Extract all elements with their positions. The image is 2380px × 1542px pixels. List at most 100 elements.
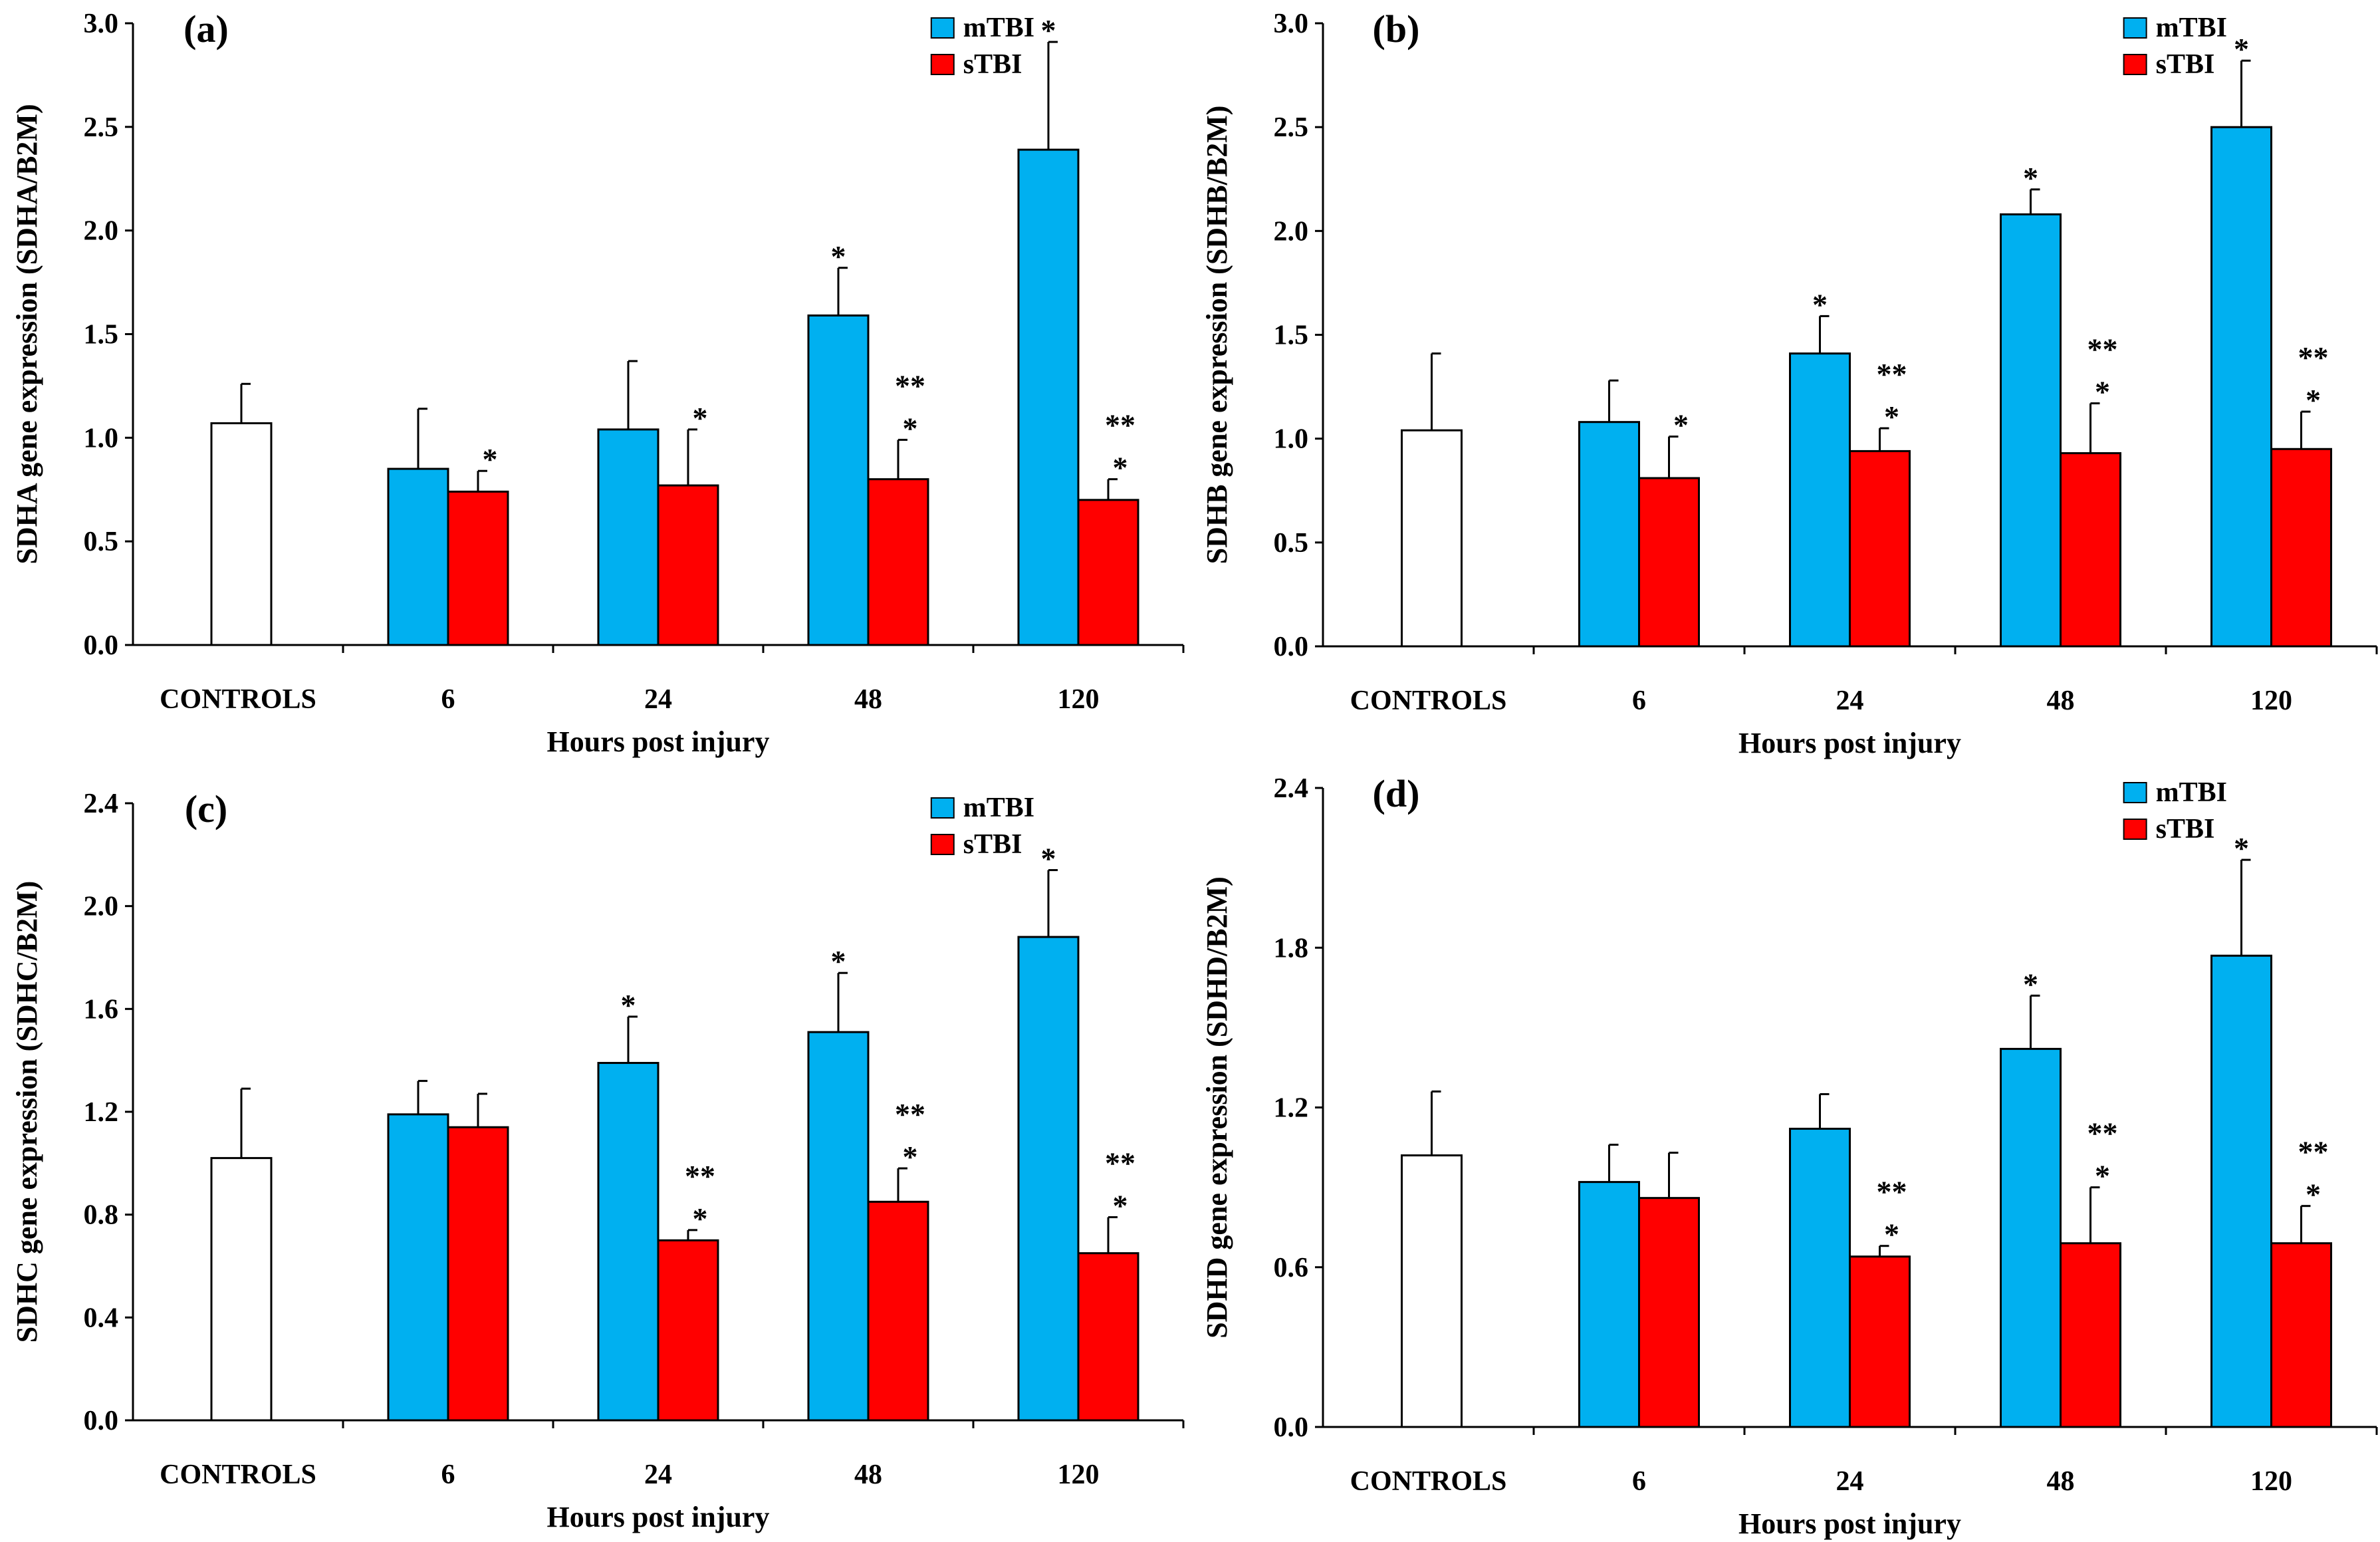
legend-swatch-stbi: [930, 834, 955, 855]
legend-label: mTBI: [963, 13, 1034, 43]
stbi-bar: [447, 490, 509, 646]
legend-swatch-mtbi: [2123, 17, 2147, 39]
significance-marker: *: [903, 411, 918, 445]
panel-label: (d): [1373, 772, 1420, 815]
mtbi-bar: [1017, 148, 1080, 646]
significance-marker: **: [1877, 357, 1907, 391]
y-tick-label: 2.0: [84, 892, 119, 922]
significance-marker: *: [1812, 287, 1828, 321]
significance-marker: **: [685, 1159, 715, 1193]
legend-swatch-stbi: [2123, 819, 2147, 840]
significance-marker: *: [1041, 13, 1056, 47]
legend-swatch-stbi: [930, 54, 955, 75]
significance-marker: *: [1884, 400, 1899, 434]
significance-marker: *: [1884, 1218, 1899, 1251]
legend-label: mTBI: [963, 793, 1034, 823]
significance-marker: *: [483, 442, 498, 476]
significance-marker: **: [1105, 1146, 1135, 1180]
significance-marker: *: [1113, 1189, 1128, 1223]
y-tick-label: 0.6: [1274, 1253, 1309, 1283]
stbi-bar: [1638, 477, 1700, 648]
y-tick-label: 0.8: [84, 1200, 119, 1231]
stbi-bar: [657, 484, 719, 646]
stbi-bar: [657, 1239, 719, 1422]
significance-marker: **: [1105, 408, 1135, 442]
mtbi-bar: [807, 1031, 870, 1422]
stbi-bar: [867, 1200, 929, 1422]
x-axis-title: Hours post injury: [1738, 1507, 1961, 1540]
legend-swatch-stbi: [2123, 54, 2147, 75]
chart-panel-4: 0.0 0.6 1.2 1.8 2.4 SDHD gene expression (SDH…: [1201, 772, 2378, 1540]
significance-marker: *: [2023, 967, 2038, 1001]
x-axis-title: Hours post injury: [547, 725, 770, 758]
significance-marker: *: [621, 988, 636, 1022]
y-tick-label: 3.0: [84, 9, 119, 39]
x-category-label: 120: [1058, 684, 1100, 715]
x-category-label: CONTROLS: [1350, 686, 1507, 716]
x-axis-title: Hours post injury: [547, 1501, 770, 1533]
stbi-bar: [1638, 1197, 1700, 1428]
stbi-bar: [2270, 448, 2332, 648]
y-tick-label: 2.5: [1274, 112, 1309, 143]
control-bar: [1401, 1154, 1463, 1428]
y-tick-label: 3.0: [1274, 9, 1309, 39]
y-axis-title: SDHB gene expression (SDHB/B2M): [1201, 106, 1233, 565]
y-axis-title: SDHA gene expression (SDHA/B2M): [11, 104, 43, 564]
significance-marker: *: [2095, 1159, 2110, 1193]
mtbi-bar: [2000, 1047, 2062, 1428]
mtbi-bar: [387, 1113, 449, 1422]
significance-marker: **: [2298, 340, 2329, 374]
mtbi-bar: [1017, 936, 1080, 1422]
significance-marker: **: [2087, 1116, 2118, 1150]
y-tick-label: 1.2: [1274, 1093, 1309, 1124]
mtbi-bar: [1578, 421, 1640, 648]
mtbi-bar: [387, 467, 449, 646]
stbi-bar: [1849, 1255, 1911, 1428]
panel-label: (c): [185, 787, 227, 831]
significance-marker: **: [895, 368, 925, 402]
x-category-label: 6: [1632, 1466, 1646, 1497]
x-category-label: 120: [2250, 1466, 2292, 1497]
chart-panel-1: 0.0 0.5 1.0 1.5 2.0 2.5 3.0 SDHA gene expressio…: [11, 7, 1185, 758]
significance-marker: **: [2087, 332, 2118, 366]
y-tick-label: 1.8: [1274, 933, 1309, 964]
legend-label: sTBI: [2156, 814, 2215, 844]
x-category-label: 48: [854, 1460, 882, 1490]
y-tick-label: 2.0: [84, 216, 119, 247]
control-bar: [210, 1157, 273, 1422]
y-tick-label: 0.0: [84, 630, 119, 661]
y-tick-label: 2.5: [84, 112, 119, 143]
y-tick-label: 1.5: [1274, 321, 1309, 351]
y-tick-label: 0.4: [84, 1303, 119, 1333]
stbi-bar: [447, 1126, 509, 1422]
control-bar: [1401, 429, 1463, 648]
significance-marker: *: [1673, 408, 1689, 442]
significance-marker: *: [2023, 161, 2038, 195]
panel-label: (a): [183, 7, 229, 51]
stbi-bar: [2270, 1242, 2332, 1428]
control-bar: [210, 422, 273, 646]
mtbi-bar: [2000, 213, 2062, 648]
x-category-label: 24: [1836, 1466, 1864, 1497]
mtbi-bar: [1578, 1181, 1640, 1428]
x-category-label: 24: [644, 684, 672, 715]
y-axis-title: SDHC gene expression (SDHC/B2M): [11, 881, 43, 1343]
mtbi-bar: [2210, 954, 2272, 1428]
significance-marker: *: [831, 944, 846, 978]
mtbi-bar: [1789, 352, 1851, 648]
x-category-label: 48: [2047, 1466, 2075, 1497]
mtbi-bar: [597, 1062, 659, 1422]
stbi-bar: [2060, 1242, 2121, 1428]
significance-marker: *: [2306, 1178, 2321, 1212]
legend-label: mTBI: [2156, 777, 2227, 808]
stbi-bar: [1077, 1252, 1139, 1422]
stbi-bar: [1849, 450, 1911, 648]
x-category-label: 24: [1836, 686, 1864, 716]
y-tick-label: 2.4: [1274, 773, 1309, 804]
stbi-bar: [1077, 499, 1139, 646]
x-category-label: 6: [1632, 686, 1646, 716]
significance-marker: *: [2095, 375, 2110, 409]
x-category-label: 120: [1058, 1460, 1100, 1490]
x-category-label: 120: [2250, 686, 2292, 716]
y-tick-label: 2.0: [1274, 216, 1309, 247]
